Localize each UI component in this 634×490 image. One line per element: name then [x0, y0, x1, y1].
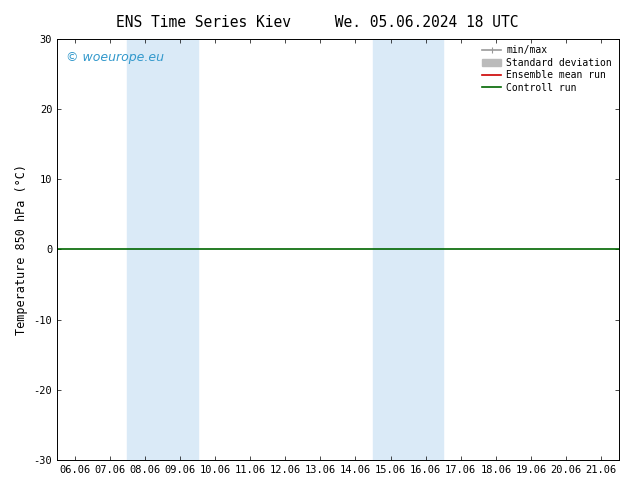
Text: © woeurope.eu: © woeurope.eu [65, 51, 164, 64]
Bar [127, 39, 198, 460]
Y-axis label: Temperature 850 hPa (°C): Temperature 850 hPa (°C) [15, 164, 28, 335]
Legend: min/max, Standard deviation, Ensemble mean run, Controll run: min/max, Standard deviation, Ensemble me… [480, 44, 614, 95]
Text: ENS Time Series Kiev     We. 05.06.2024 18 UTC: ENS Time Series Kiev We. 05.06.2024 18 U… [116, 15, 518, 30]
Bar [373, 39, 443, 460]
